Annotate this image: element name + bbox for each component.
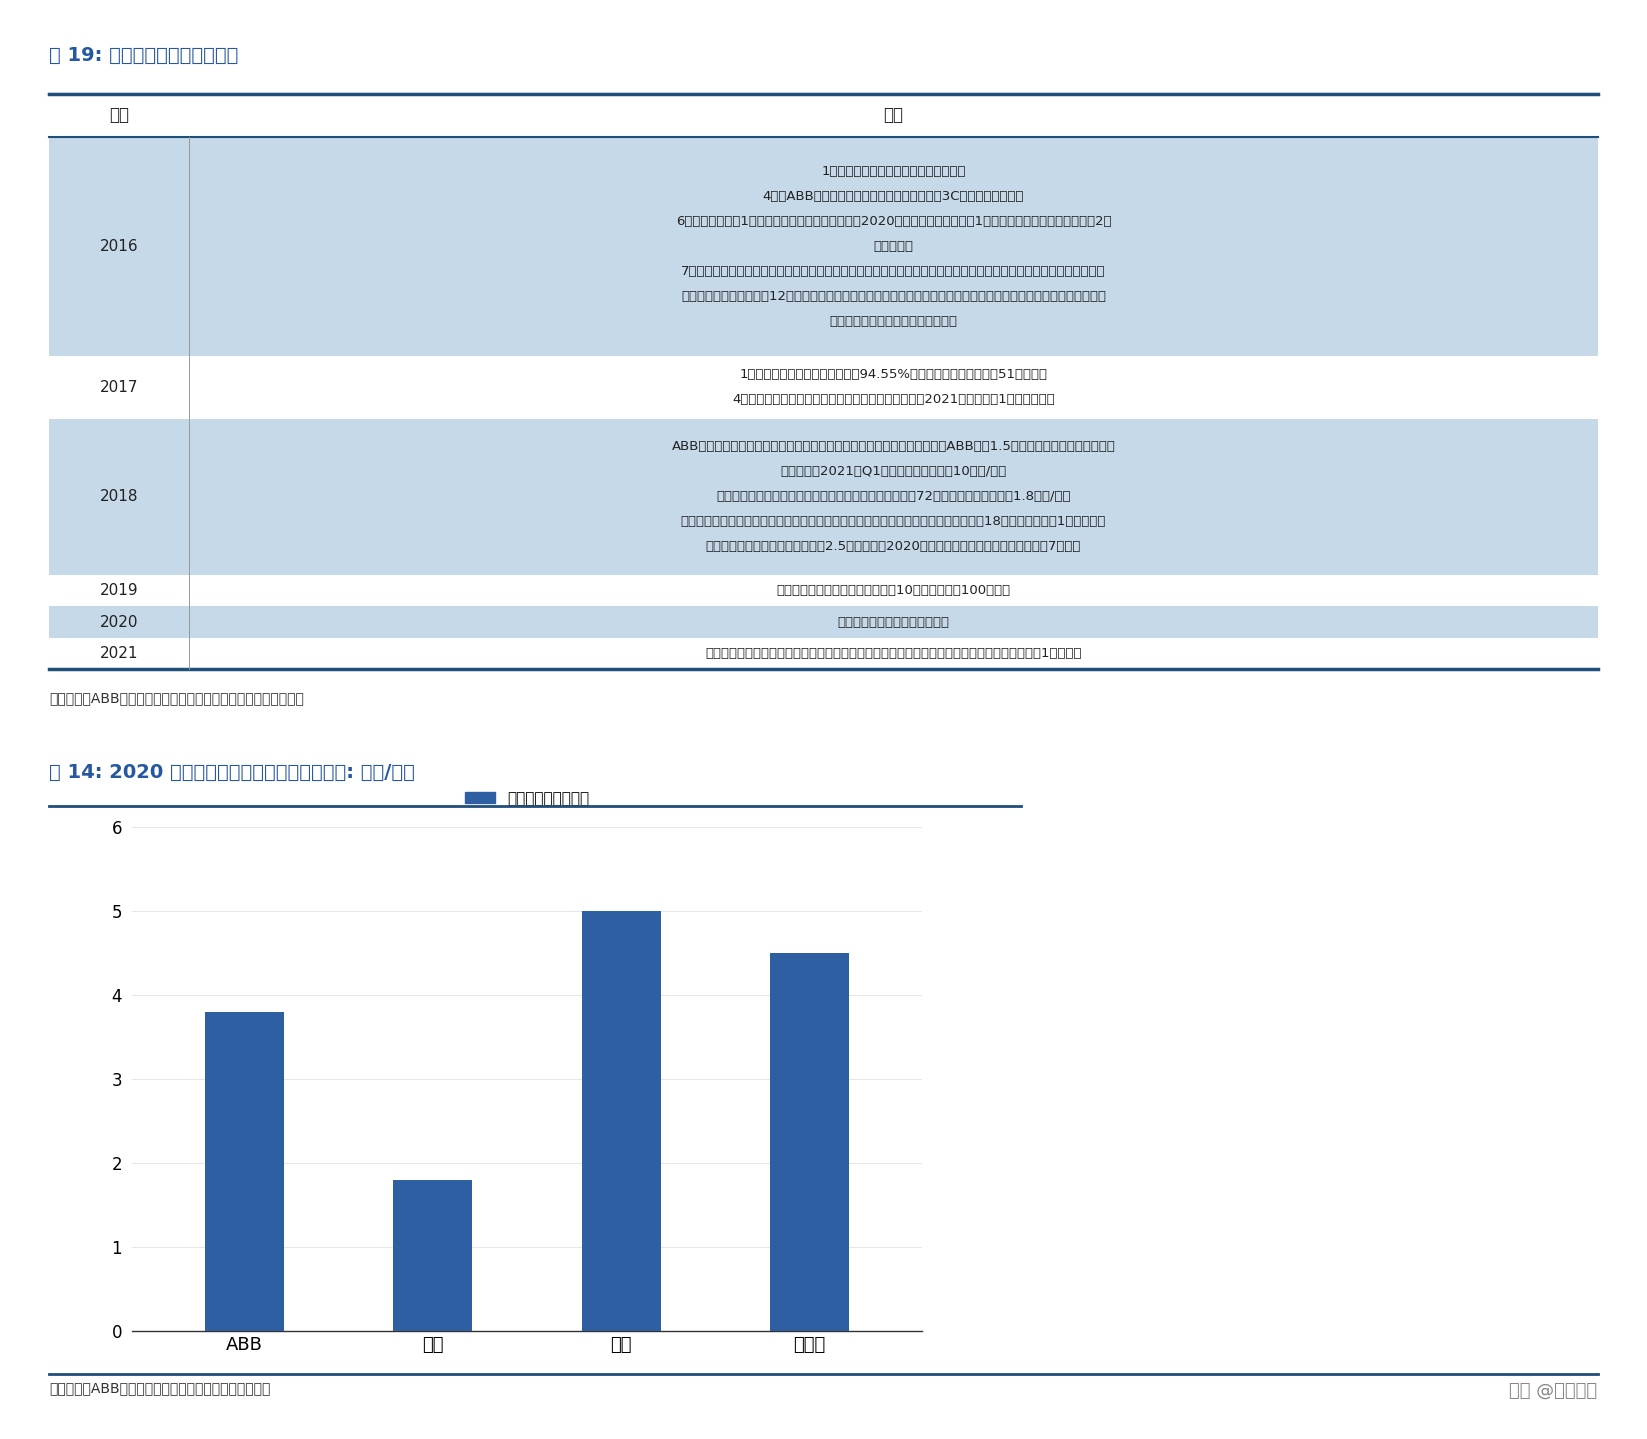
Text: ABB机器人应用中心落户重庆，成为继珠海和青岛之后的第三家应用中心；ABB投资1.5亿美元在上海建设机器人超级: ABB机器人应用中心落户重庆，成为继珠海和青岛之后的第三家应用中心；ABB投资1… [672,440,1115,453]
Bar [206,1012,285,1331]
Text: 2017: 2017 [100,380,138,394]
Text: 4月，安川电机与长盈精密正式签约成立合资公司，到2021年实现年产1万台的规模。: 4月，安川电机与长盈精密正式签约成立合资公司，到2021年实现年产1万台的规模。 [733,393,1054,406]
Text: 资料来源：ABB、安川、发那科、库卡公司公告，民生证券研究院: 资料来源：ABB、安川、发那科、库卡公司公告，民生证券研究院 [49,691,305,705]
Text: 图 14: 2020 年四大家族在国内产能情况（单位: 万台/年）: 图 14: 2020 年四大家族在国内产能情况（单位: 万台/年） [49,763,415,781]
Text: 投产第二家工厂，将年产能提升至2.5万台；截至2020年，上海和佛山两个工厂最高年产能7万台。: 投产第二家工厂，将年产能提升至2.5万台；截至2020年，上海和佛山两个工厂最高… [707,541,1080,554]
Text: 6月，发那科投资1亿元签约重庆技术中心项目，到2020年力争年产工业机器人1万台，服务机器人和特种机器人2万: 6月，发那科投资1亿元签约重庆技术中心项目，到2020年力争年产工业机器人1万台… [675,214,1112,227]
Text: 工厂，计划2021年Q1投入运营，最高产能10万台/年；: 工厂，计划2021年Q1投入运营，最高产能10万台/年； [781,465,1006,478]
Bar [581,911,660,1331]
Text: 发那科上海三期工程开工，投资超10亿元，产值达100亿元。: 发那科上海三期工程开工，投资超10亿元，产值达100亿元。 [776,584,1011,597]
Bar [769,954,848,1331]
Text: 培训及售后服务等业务，12月，库卡与宁波海迈克达成战略合作协议，将在塑料、机械加工和压铸等行业开展合作，进: 培训及售后服务等业务，12月，库卡与宁波海迈克达成战略合作协议，将在塑料、机械加… [680,289,1107,304]
Text: 2021: 2021 [100,646,138,661]
Text: 2018: 2018 [100,489,138,505]
Bar [394,1180,473,1331]
Text: 一步推广工业机器人的自动化应用。: 一步推广工业机器人的自动化应用。 [830,315,957,328]
Text: 2016: 2016 [100,239,138,253]
Text: 2020: 2020 [100,614,138,630]
Text: 安川（中国）机器人有限公司第三工厂在常州开业，占地72亩，三期工厂合计产能1.8万台/年；: 安川（中国）机器人有限公司第三工厂在常州开业，占地72亩，三期工厂合计产能1.8… [716,491,1071,504]
Text: 4月，ABB与拓斯达签订战略合作协议，进行在3C行业的深度合作；: 4月，ABB与拓斯达签订战略合作协议，进行在3C行业的深度合作； [763,190,1024,203]
Text: 安川预计在常州开展集变频器、伺服电机、控制器等产品的研发和生产于一体新项目，投资超过1亿美元。: 安川预计在常州开展集变频器、伺服电机、控制器等产品的研发和生产于一体新项目，投资… [705,648,1082,661]
Legend: 年产能（单位：万）: 年产能（单位：万） [458,784,596,812]
Text: 7月，库卡与重庆长安工业集团成立合资公司，致力于开展机器人系统集成、机器人单元工程设计与装配、机器人展示、: 7月，库卡与重庆长安工业集团成立合资公司，致力于开展机器人系统集成、机器人单元工… [682,265,1105,278]
Text: 事件: 事件 [883,106,904,124]
Text: 发那科智能工厂三期正式开工。: 发那科智能工厂三期正式开工。 [837,616,950,629]
Text: 表 19: 四大家族在国内扩产情况: 表 19: 四大家族在国内扩产情况 [49,46,239,65]
Text: 资料来源：ABB、安川、库卡公司公告，民生证券研究院: 资料来源：ABB、安川、库卡公司公告，民生证券研究院 [49,1381,270,1396]
Text: 台的能力；: 台的能力； [873,240,914,253]
Text: 1月，美的完成要约收购库卡集团94.55%的股份交割工作，共投资51亿美元；: 1月，美的完成要约收购库卡集团94.55%的股份交割工作，共投资51亿美元； [740,368,1047,381]
Text: 库卡上海第二家工厂投产，在顺德建设全球第二大制造工厂；库卡广东佛山工厂开工，18年底开始投产；1月，在上海: 库卡上海第二家工厂投产，在顺德建设全球第二大制造工厂；库卡广东佛山工厂开工，18… [680,515,1107,528]
Text: 时间: 时间 [109,106,130,124]
Text: 1月，安川电机新机器人中心落户成都；: 1月，安川电机新机器人中心落户成都； [822,164,965,177]
Text: 头条 @远瞻智库: 头条 @远瞻智库 [1509,1381,1598,1400]
Text: 2019: 2019 [100,583,138,599]
